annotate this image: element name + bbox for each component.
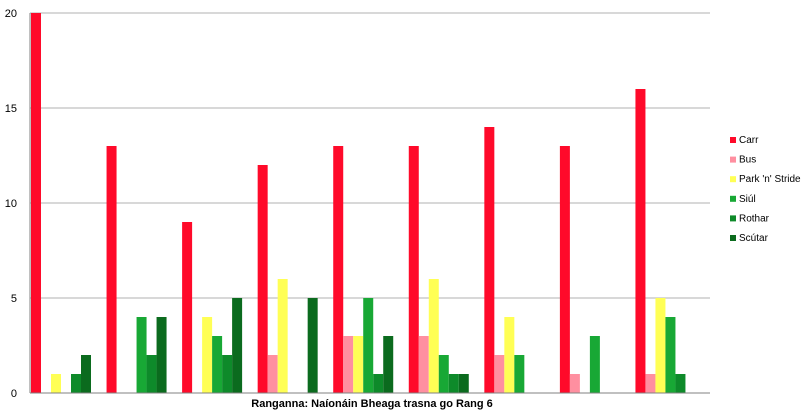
bar bbox=[655, 298, 666, 393]
bar bbox=[665, 317, 676, 393]
bar bbox=[589, 336, 600, 393]
legend-entry: Park 'n' Stride bbox=[739, 174, 801, 185]
bar bbox=[428, 279, 439, 393]
bar bbox=[136, 317, 147, 393]
bar bbox=[438, 355, 449, 393]
bar bbox=[408, 146, 419, 393]
bar bbox=[635, 89, 646, 393]
bar bbox=[675, 374, 686, 393]
bar bbox=[267, 355, 278, 393]
bar bbox=[494, 355, 505, 393]
legend-swatch bbox=[730, 215, 736, 222]
bar bbox=[569, 374, 580, 393]
legend-entry: Rothar bbox=[739, 213, 770, 224]
bar bbox=[257, 165, 268, 393]
bar bbox=[504, 317, 515, 393]
bar bbox=[71, 374, 81, 393]
bar bbox=[106, 146, 117, 393]
bar bbox=[182, 222, 193, 393]
y-tick-label: 20 bbox=[5, 8, 17, 20]
y-tick-labels: 0 5 10 15 20 bbox=[5, 8, 17, 400]
y-tick-label: 0 bbox=[11, 388, 17, 400]
legend: Carr Bus Park 'n' Stride Siúl Rothar Scútar bbox=[730, 135, 801, 244]
bar bbox=[383, 336, 394, 393]
bar bbox=[458, 374, 469, 393]
legend-swatch bbox=[730, 137, 736, 143]
bar bbox=[202, 317, 213, 393]
legend-swatch bbox=[730, 156, 736, 163]
bar bbox=[222, 355, 233, 393]
bar bbox=[559, 146, 570, 393]
bar bbox=[448, 374, 459, 393]
legend-entry: Siúl bbox=[739, 194, 756, 205]
bar bbox=[51, 374, 61, 393]
bar bbox=[232, 298, 243, 393]
legend-swatch bbox=[730, 176, 736, 183]
bars bbox=[31, 13, 686, 393]
x-axis-label: Ranganna: Naíonáin Bheaga trasna go Rang… bbox=[251, 398, 492, 410]
legend-entry: Bus bbox=[739, 155, 756, 166]
bar bbox=[277, 279, 288, 393]
legend-swatch bbox=[730, 235, 736, 241]
y-tick-label: 15 bbox=[5, 103, 17, 115]
bar bbox=[363, 298, 374, 393]
legend-swatch bbox=[730, 195, 736, 202]
axes bbox=[29, 13, 710, 394]
y-tick-label: 5 bbox=[11, 293, 17, 305]
bar bbox=[418, 336, 429, 393]
bar bbox=[156, 317, 167, 393]
bar bbox=[307, 298, 318, 393]
bar bbox=[81, 355, 91, 393]
bar bbox=[484, 127, 495, 393]
bar bbox=[514, 355, 525, 393]
legend-entry: Scútar bbox=[739, 233, 769, 244]
legend-entry: Carr bbox=[739, 135, 759, 146]
bar bbox=[353, 336, 364, 393]
bar bbox=[212, 336, 223, 393]
y-tick-label: 10 bbox=[5, 198, 17, 210]
bar bbox=[31, 13, 41, 393]
bar bbox=[343, 336, 354, 393]
bar bbox=[373, 374, 384, 393]
bar bbox=[645, 374, 656, 393]
bar bbox=[146, 355, 157, 393]
bar bbox=[333, 146, 344, 393]
